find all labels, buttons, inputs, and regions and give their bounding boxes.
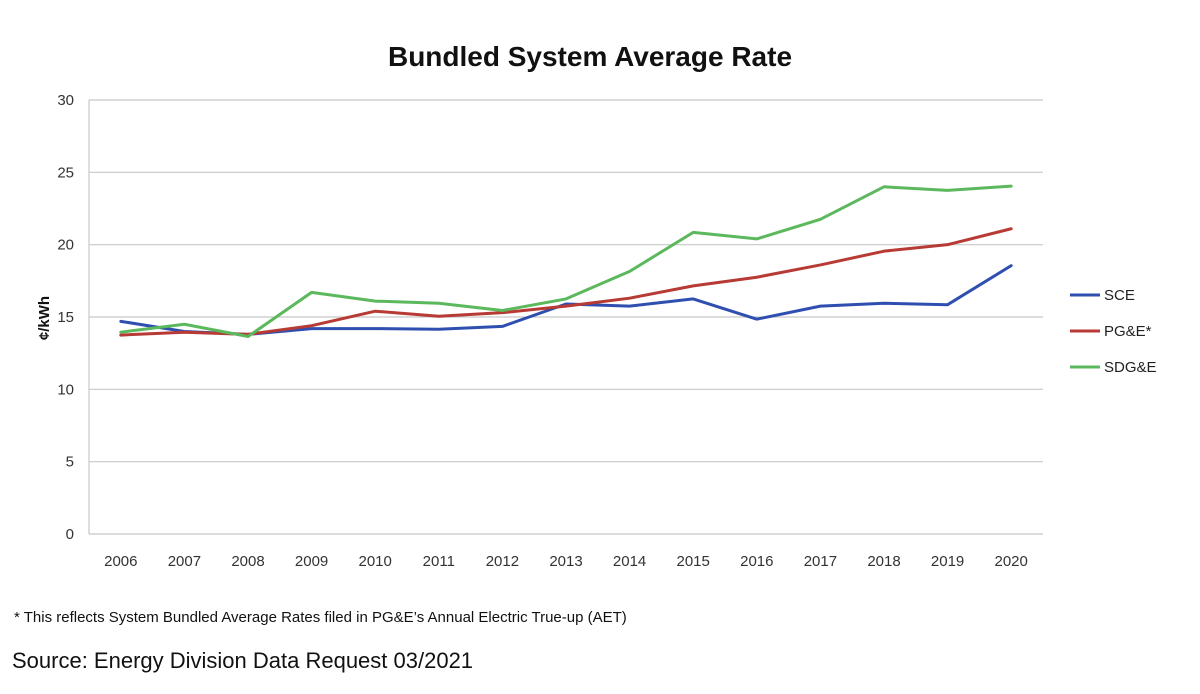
x-tick-label: 2020 <box>995 553 1028 570</box>
x-tick-label: 2011 <box>423 553 455 570</box>
x-tick-label: 2009 <box>295 553 328 570</box>
y-tick-label: 15 <box>57 309 74 326</box>
legend-label-pg-e: PG&E* <box>1104 323 1152 340</box>
x-tick-label: 2008 <box>231 553 264 570</box>
x-tick-label: 2006 <box>104 553 137 570</box>
x-tick-labels: 2006 2007 2008 2009 2010 2011 2012 2013 2014 2015… <box>104 553 1028 570</box>
y-tick-label: 30 <box>57 92 74 109</box>
line-chart: Bundled System Average Rate 0 5 10 15 20 25 30… <box>36 41 1157 570</box>
y-tick-label: 20 <box>57 237 74 254</box>
legend: SCE PG&E* SDG&E <box>1070 287 1157 376</box>
gridlines <box>89 99 1043 463</box>
y-tick-label: 10 <box>57 381 74 398</box>
x-tick-label: 2018 <box>867 553 900 570</box>
y-tick-label: 0 <box>66 526 74 543</box>
x-tick-label: 2019 <box>931 553 964 570</box>
x-tick-label: 2015 <box>677 553 710 570</box>
legend-label-sdg-e: SDG&E <box>1104 359 1157 376</box>
source-note: Source: Energy Division Data Request 03/… <box>12 648 474 673</box>
footnote: * This reflects System Bundled Average R… <box>14 609 627 626</box>
x-tick-label: 2010 <box>359 553 392 570</box>
legend-label-sce: SCE <box>1104 287 1135 304</box>
y-tick-labels: 0 5 10 15 20 25 30 <box>57 92 74 543</box>
x-tick-label: 2013 <box>549 553 582 570</box>
series-line-pg-e <box>119 227 1013 337</box>
y-tick-label: 25 <box>57 164 74 181</box>
x-tick-label: 2007 <box>168 553 201 570</box>
x-tick-label: 2016 <box>740 553 773 570</box>
x-tick-label: 2014 <box>613 553 646 570</box>
chart-title: Bundled System Average Rate <box>388 41 792 72</box>
y-tick-label: 5 <box>66 454 74 471</box>
y-axis-label: ¢/kWh <box>36 296 53 340</box>
series-lines <box>119 184 1013 339</box>
x-tick-label: 2017 <box>804 553 837 570</box>
series-line-sdg-e <box>119 184 1013 339</box>
axes <box>88 100 1043 535</box>
x-tick-label: 2012 <box>486 553 519 570</box>
